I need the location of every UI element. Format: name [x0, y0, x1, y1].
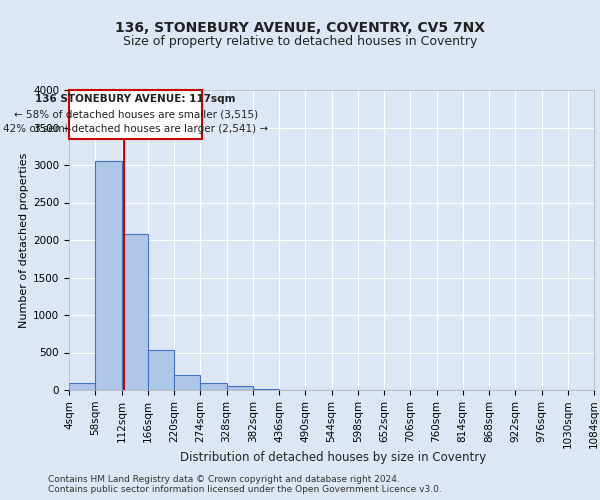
Text: Contains public sector information licensed under the Open Government Licence v3: Contains public sector information licen… — [48, 484, 442, 494]
Bar — [69, 90, 202, 138]
Bar — [200, 382, 227, 390]
Text: Size of property relative to detached houses in Coventry: Size of property relative to detached ho… — [123, 34, 477, 48]
Y-axis label: Number of detached properties: Number of detached properties — [19, 152, 29, 328]
Text: 136, STONEBURY AVENUE, COVENTRY, CV5 7NX: 136, STONEBURY AVENUE, COVENTRY, CV5 7NX — [115, 20, 485, 34]
Text: ← 58% of detached houses are smaller (3,515): ← 58% of detached houses are smaller (3,… — [14, 110, 257, 120]
Bar — [148, 350, 174, 390]
Bar — [95, 161, 121, 390]
Bar — [69, 382, 95, 390]
Text: Distribution of detached houses by size in Coventry: Distribution of detached houses by size … — [180, 451, 486, 464]
Text: 136 STONEBURY AVENUE: 117sqm: 136 STONEBURY AVENUE: 117sqm — [35, 94, 236, 104]
Bar — [253, 389, 279, 390]
Bar — [227, 386, 253, 390]
Text: 42% of semi-detached houses are larger (2,541) →: 42% of semi-detached houses are larger (… — [3, 124, 268, 134]
Text: Contains HM Land Registry data © Crown copyright and database right 2024.: Contains HM Land Registry data © Crown c… — [48, 474, 400, 484]
Bar — [121, 234, 148, 390]
Bar — [174, 374, 200, 390]
